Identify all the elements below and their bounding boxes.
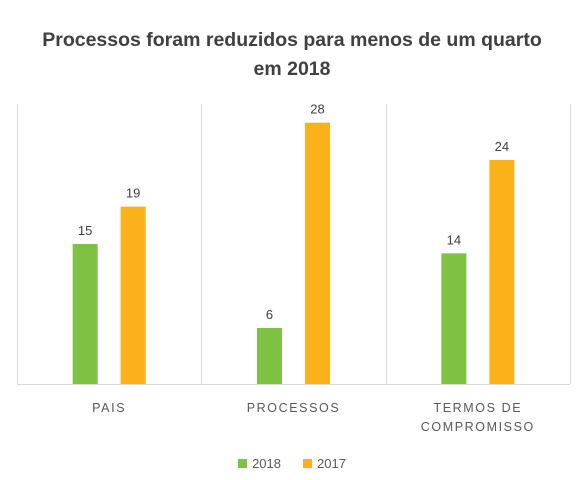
category-label: TERMOS DE bbox=[433, 401, 522, 415]
chart-title: Processos foram reduzidos para menos de … bbox=[0, 26, 584, 84]
bar-2017-1 bbox=[305, 122, 330, 385]
data-label: 28 bbox=[310, 102, 324, 117]
legend-item-2017: 2017 bbox=[303, 456, 346, 471]
bar-2017-2 bbox=[489, 160, 515, 384]
data-label: 6 bbox=[266, 307, 273, 322]
data-label: 14 bbox=[447, 232, 461, 247]
category-label: PAIS bbox=[92, 401, 126, 415]
legend-label-2017: 2017 bbox=[317, 456, 346, 471]
bar-2018-0 bbox=[72, 244, 98, 384]
category-label: PROCESSOS bbox=[247, 401, 341, 415]
legend-label-2018: 2018 bbox=[252, 456, 281, 471]
legend: 2018 2017 bbox=[0, 456, 584, 471]
chart-title-line-2: em 2018 bbox=[253, 58, 331, 80]
legend-item-2018: 2018 bbox=[238, 456, 281, 471]
data-label: 19 bbox=[126, 186, 140, 201]
data-label: 15 bbox=[78, 223, 92, 238]
legend-swatch-2018 bbox=[238, 459, 248, 468]
chart-title-line-1: Processos foram reduzidos para menos de … bbox=[42, 29, 542, 51]
legend-swatch-2017 bbox=[303, 459, 312, 468]
bar-2018-2 bbox=[441, 253, 467, 384]
data-label: 24 bbox=[495, 139, 509, 154]
bar-2018-1 bbox=[257, 328, 282, 384]
category-label: COMPROMISSO bbox=[421, 420, 535, 434]
bar-2017-0 bbox=[120, 206, 146, 384]
